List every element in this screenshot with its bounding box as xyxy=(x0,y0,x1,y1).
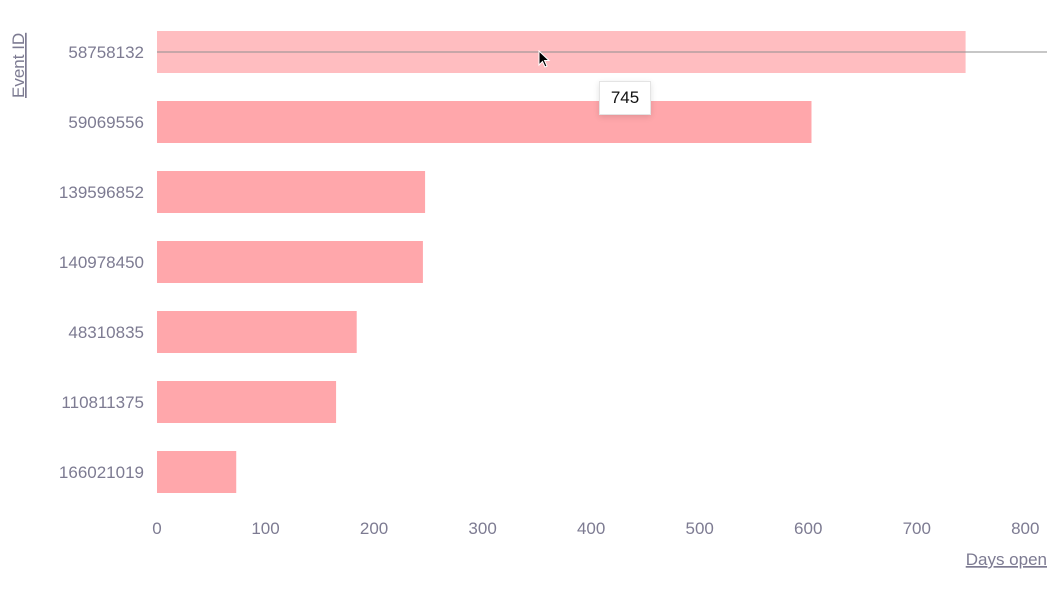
bar-166021019[interactable] xyxy=(157,451,237,493)
y-tick-labels: 58758132 59069556 139596852 140978450 483108… xyxy=(59,43,144,482)
x-tick-label: 200 xyxy=(360,519,388,538)
value-tooltip: 745 xyxy=(599,81,651,115)
x-tick-label: 400 xyxy=(577,519,605,538)
bar-110811375[interactable] xyxy=(157,381,337,423)
x-tick-label: 500 xyxy=(685,519,713,538)
x-tick-label: 600 xyxy=(794,519,822,538)
bars-group xyxy=(157,31,966,493)
bar-59069556[interactable] xyxy=(157,101,812,143)
y-axis-title: Event ID xyxy=(9,33,28,98)
y-tick-label: 166021019 xyxy=(59,463,144,482)
x-tick-label: 0 xyxy=(152,519,161,538)
bar-140978450[interactable] xyxy=(157,241,423,283)
y-tick-label: 59069556 xyxy=(68,113,144,132)
y-tick-label: 140978450 xyxy=(59,253,144,272)
y-tick-label: 58758132 xyxy=(68,43,144,62)
mouse-pointer-icon xyxy=(538,50,551,68)
x-tick-labels: 0 100 200 300 400 500 600 700 800 xyxy=(152,519,1039,538)
y-tick-label: 139596852 xyxy=(59,183,144,202)
x-tick-label: 300 xyxy=(468,519,496,538)
x-tick-label: 700 xyxy=(903,519,931,538)
y-tick-label: 48310835 xyxy=(68,323,144,342)
x-axis-title: Days open xyxy=(966,550,1047,569)
bar-48310835[interactable] xyxy=(157,311,357,353)
y-tick-label: 110811375 xyxy=(61,393,144,412)
x-tick-label: 800 xyxy=(1011,519,1039,538)
bar-139596852[interactable] xyxy=(157,171,426,213)
x-tick-label: 100 xyxy=(251,519,279,538)
